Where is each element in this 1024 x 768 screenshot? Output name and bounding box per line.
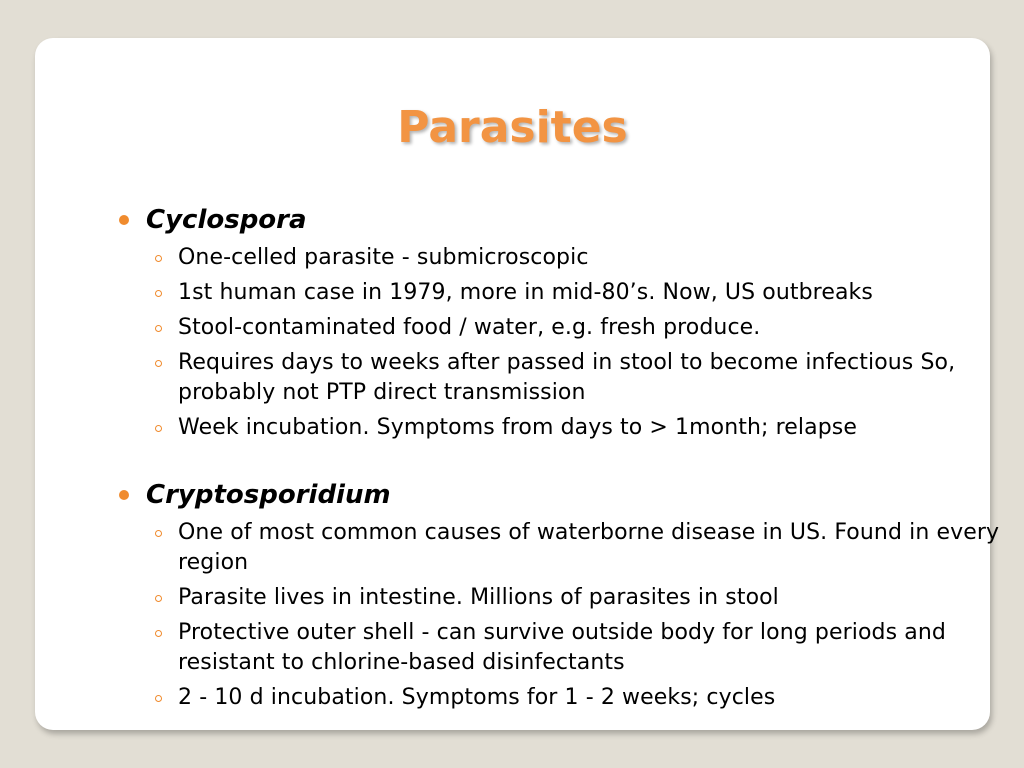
sub-bullet-icon — [155, 425, 162, 432]
list-item: 1st human case in 1979, more in mid-80’s… — [119, 278, 1009, 308]
list-item-text: Parasite lives in intestine. Millions of… — [178, 585, 779, 610]
list-item-text: One-celled parasite - submicroscopic — [178, 245, 589, 270]
list-item: One-celled parasite - submicroscopic — [119, 243, 1009, 273]
list-item: 2 - 10 d incubation. Symptoms for 1 - 2 … — [119, 683, 1009, 713]
list-item-text: 2 - 10 d incubation. Symptoms for 1 - 2 … — [178, 685, 776, 710]
sub-bullet-icon — [155, 255, 162, 262]
bullet-dot-icon — [119, 215, 129, 225]
sub-bullet-icon — [155, 325, 162, 332]
list-item: Parasite lives in intestine. Millions of… — [119, 583, 1009, 613]
list-item-text: 1st human case in 1979, more in mid-80’s… — [178, 280, 873, 305]
section-heading: Cryptosporidium — [119, 477, 1009, 513]
list-item-text: Requires days to weeks after passed in s… — [178, 350, 956, 405]
list-item-text: Stool-contaminated food / water, e.g. fr… — [178, 315, 761, 340]
sub-bullet-icon — [155, 595, 162, 602]
list-item: One of most common causes of waterborne … — [119, 518, 1009, 578]
list-item: Stool-contaminated food / water, e.g. fr… — [119, 313, 1009, 343]
list-item-text: Week incubation. Symptoms from days to >… — [178, 415, 857, 440]
bullet-list: Cyclospora One-celled parasite - submicr… — [119, 202, 1009, 713]
list-item: Requires days to weeks after passed in s… — [119, 348, 1009, 408]
slide: Parasites Cyclospora One-celled parasite… — [35, 38, 999, 730]
list-item-text: One of most common causes of waterborne … — [178, 520, 1000, 575]
sub-bullet-icon — [155, 695, 162, 702]
list-item-text: Protective outer shell - can survive out… — [178, 620, 946, 675]
slide-title: Parasites — [397, 102, 628, 153]
section-heading-text: Cyclospora — [146, 205, 307, 235]
section-heading: Cyclospora — [119, 202, 1009, 238]
list-item: Protective outer shell - can survive out… — [119, 618, 1009, 678]
section-heading-text: Cryptosporidium — [146, 480, 391, 510]
bullet-dot-icon — [119, 490, 129, 500]
sub-bullet-icon — [155, 290, 162, 297]
sub-bullet-icon — [155, 630, 162, 637]
sub-bullet-icon — [155, 360, 162, 367]
sub-bullet-icon — [155, 530, 162, 537]
list-item: Week incubation. Symptoms from days to >… — [119, 413, 1009, 443]
